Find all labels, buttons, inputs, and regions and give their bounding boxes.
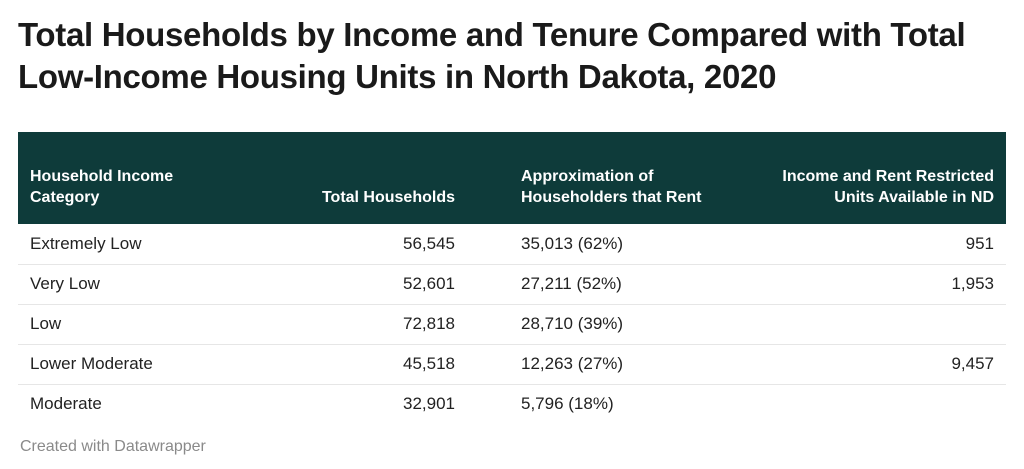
table-row: Low 72,818 28,710 (39%): [18, 304, 1006, 345]
header-income-category[interactable]: Household Income Category: [30, 168, 174, 206]
cell-total-households: 45,518: [218, 344, 467, 385]
table-header-row: Household Income Category Total Househol…: [18, 132, 1006, 224]
cell-income-category: Lower Moderate: [18, 344, 218, 385]
cell-householders-rent: 5,796 (18%): [521, 394, 614, 414]
cell-restricted-units: [767, 384, 1006, 424]
data-table: Household Income Category Total Househol…: [18, 132, 1006, 424]
cell-restricted-units: [767, 304, 1006, 345]
table-body: Extremely Low 56,545 35,013 (62%) 951 Very L…: [18, 224, 1006, 424]
cell-total-households: 72,818: [218, 304, 467, 345]
table-row: Moderate 32,901 5,796 (18%): [18, 384, 1006, 424]
cell-restricted-units: 9,457: [767, 344, 1006, 385]
cell-householders-rent: 27,211 (52%): [467, 264, 767, 305]
cell-restricted-units: 951: [767, 224, 1006, 265]
table-row: Lower Moderate 45,518 12,263 (27%) 9,457: [18, 344, 1006, 385]
header-householders-rent[interactable]: Approximation of Householders that Rent: [521, 168, 702, 206]
chart-title: Total Households by Income and Tenure Co…: [18, 16, 966, 95]
cell-restricted-units: 1,953: [767, 264, 1006, 305]
cell-householders-rent: 12,263 (27%): [467, 344, 767, 385]
header-total-households[interactable]: Total Households: [321, 189, 455, 206]
table-row: Extremely Low 56,545 35,013 (62%) 951: [18, 224, 1006, 265]
datawrapper-credit[interactable]: Created with Datawrapper: [20, 438, 206, 455]
cell-total-households: 32,901: [403, 394, 455, 414]
table-row: Very Low 52,601 27,211 (52%) 1,953: [18, 264, 1006, 305]
cell-income-category: Low: [18, 304, 218, 345]
cell-income-category: Moderate: [30, 394, 102, 414]
cell-householders-rent: 35,013 (62%): [467, 224, 767, 265]
cell-income-category: Very Low: [18, 264, 218, 305]
cell-householders-rent: 28,710 (39%): [467, 304, 767, 345]
cell-total-households: 56,545: [218, 224, 467, 265]
cell-income-category: Extremely Low: [18, 224, 218, 265]
cell-total-households: 52,601: [218, 264, 467, 305]
header-restricted-units[interactable]: Income and Rent Restricted Units Availab…: [782, 168, 994, 206]
